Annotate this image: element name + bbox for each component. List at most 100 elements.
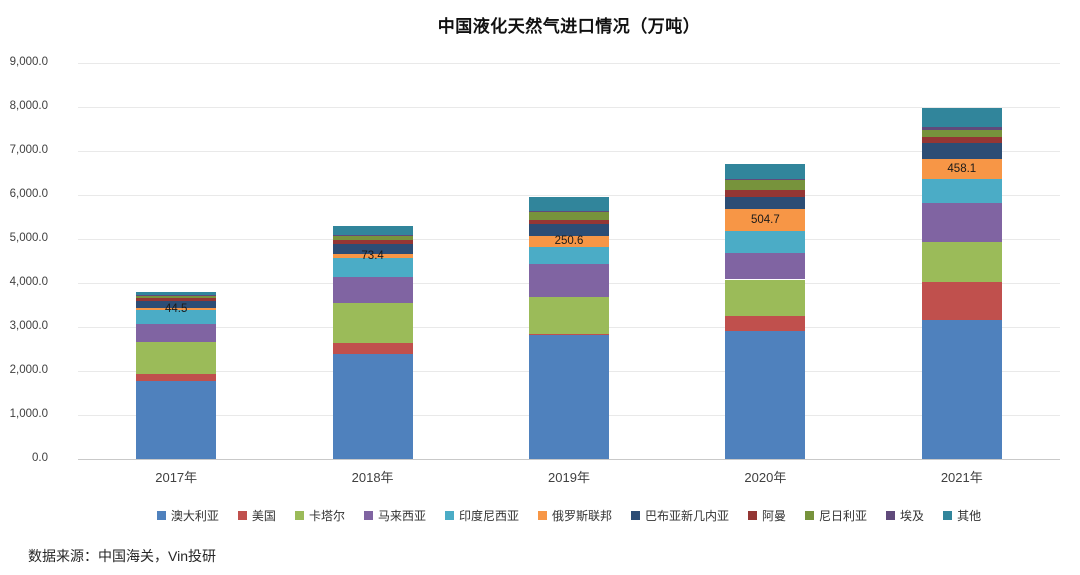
gridline (78, 107, 1060, 108)
bar-segment-印度尼西亚-2021年 (921, 179, 1002, 203)
bar-segment-其他-2020年 (725, 163, 806, 179)
bar-segment-尼日利亚-2018年 (332, 235, 413, 241)
bar-segment-卡塔尔-2020年 (725, 279, 806, 317)
legend-item-印度尼西亚: 印度尼西亚 (444, 507, 519, 524)
bar-segment-阿曼-2018年 (332, 240, 413, 244)
gridline (78, 151, 1060, 152)
x-axis-label-2019年: 2019年 (548, 470, 590, 485)
bar-segment-马来西亚-2021年 (921, 202, 1002, 242)
bar-segment-埃及-2021年 (921, 126, 1002, 131)
bar-segment-印度尼西亚-2020年 (725, 230, 806, 253)
legend-swatch-icon (294, 511, 304, 520)
legend-item-巴布亚新几内亚: 巴布亚新几内亚 (631, 507, 729, 524)
bar-segment-卡塔尔-2019年 (529, 296, 609, 334)
bar-segment-马来西亚-2017年 (136, 323, 217, 343)
bar-segment-俄罗斯联邦-2017年 (136, 308, 217, 311)
gridline (78, 459, 1060, 460)
y-axis-tick-label: 8,000.0 (9, 100, 48, 112)
y-axis-tick-label: 2,000.0 (9, 364, 48, 376)
bar-segment-澳大利亚-2019年 (529, 334, 609, 459)
chart-title: 中国液化天然气进口情况（万吨） (437, 17, 701, 36)
gridline (78, 195, 1060, 196)
legend-label: 美国 (251, 509, 276, 523)
y-axis-tick-label: 4,000.0 (9, 276, 48, 288)
bar-segment-巴布亚新几内亚-2017年 (136, 301, 217, 309)
legend-item-澳大利亚: 澳大利亚 (156, 507, 219, 524)
bar-segment-俄罗斯联邦-2020年 (725, 208, 806, 231)
bar-segment-俄罗斯联邦-2019年 (529, 235, 609, 247)
bar-segment-澳大利亚-2018年 (332, 354, 413, 459)
y-axis-tick-label: 1,000.0 (9, 408, 48, 420)
bar-segment-澳大利亚-2017年 (136, 380, 217, 459)
legend-item-其他: 其他 (943, 507, 981, 524)
y-axis-tick-label: 6,000.0 (9, 188, 48, 200)
bar-segment-其他-2018年 (332, 225, 413, 235)
bar-segment-其他-2021年 (921, 107, 1002, 127)
bar-segment-尼日利亚-2021年 (921, 130, 1002, 137)
y-axis-tick-label: 0.0 (32, 452, 48, 464)
legend-swatch-icon (537, 511, 547, 520)
legend-item-卡塔尔: 卡塔尔 (294, 507, 345, 524)
y-axis-tick-label: 9,000.0 (9, 56, 48, 68)
y-axis-tick-label: 3,000.0 (9, 320, 48, 332)
legend-label: 印度尼西亚 (458, 509, 519, 523)
y-axis-tick-label: 5,000.0 (9, 232, 48, 244)
legend-swatch-icon (156, 511, 166, 520)
bar-segment-卡塔尔-2018年 (332, 302, 413, 344)
bar-segment-其他-2019年 (529, 196, 609, 211)
bar-segment-美国-2020年 (725, 316, 806, 331)
bar-segment-巴布亚新几内亚-2019年 (529, 224, 609, 236)
x-axis-label-2021年: 2021年 (940, 470, 983, 485)
bar-segment-卡塔尔-2021年 (921, 241, 1002, 282)
y-axis-tick-label: 7,000.0 (9, 144, 48, 156)
bar-segment-尼日利亚-2019年 (529, 211, 609, 221)
data-label-俄罗斯联邦-2018年: 73.4 (361, 250, 384, 263)
bar-segment-阿曼-2017年 (136, 298, 217, 302)
bar-segment-澳大利亚-2020年 (725, 330, 806, 459)
x-axis-label-2018年: 2018年 (351, 470, 394, 485)
x-axis-label-2017年: 2017年 (155, 470, 198, 485)
bar-segment-俄罗斯联邦-2018年 (332, 254, 413, 258)
bar-segment-尼日利亚-2020年 (725, 179, 806, 190)
bar-segment-马来西亚-2018年 (332, 276, 413, 303)
bar-segment-美国-2017年 (136, 374, 217, 381)
bar-segment-马来西亚-2020年 (725, 252, 806, 280)
legend-swatch-icon (805, 511, 815, 520)
bar-segment-埃及-2020年 (725, 178, 806, 180)
bar-segment-巴布亚新几内亚-2021年 (921, 142, 1002, 160)
bar-segment-阿曼-2019年 (529, 220, 609, 225)
data-label-俄罗斯联邦-2020年: 504.7 (751, 213, 780, 226)
bar-segment-巴布亚新几内亚-2018年 (332, 243, 413, 255)
legend-label: 巴布亚新几内亚 (645, 509, 730, 523)
bar-segment-印度尼西亚-2017年 (136, 310, 217, 324)
legend-swatch-icon (886, 511, 896, 520)
data-label-俄罗斯联邦-2019年: 250.6 (554, 235, 584, 248)
legend-item-马来西亚: 马来西亚 (363, 507, 426, 524)
legend-swatch-icon (748, 511, 758, 520)
legend-label: 阿曼 (762, 509, 787, 523)
legend: 澳大利亚 美国 卡塔尔 马来西亚 印度尼西亚 俄罗斯联邦 巴布亚新几内亚 阿曼 尼日利亚 埃及 其他 (78, 507, 1060, 524)
bar-segment-马来西亚-2019年 (529, 263, 609, 297)
bar-segment-巴布亚新几内亚-2020年 (725, 196, 806, 209)
legend-swatch-icon (444, 511, 454, 520)
legend-item-阿曼: 阿曼 (748, 507, 786, 524)
bar-segment-印度尼西亚-2018年 (332, 257, 413, 277)
bar-segment-印度尼西亚-2019年 (529, 246, 609, 264)
legend-swatch-icon (363, 511, 373, 520)
data-label-俄罗斯联邦-2021年: 458.1 (947, 163, 977, 176)
legend-item-尼日利亚: 尼日利亚 (805, 507, 867, 524)
legend-label: 澳大利亚 (170, 509, 219, 523)
bar-segment-澳大利亚-2021年 (921, 320, 1002, 459)
legend-label: 卡塔尔 (308, 509, 345, 523)
legend-label: 马来西亚 (377, 509, 426, 523)
legend-item-美国: 美国 (237, 507, 276, 524)
data-label-俄罗斯联邦-2017年: 44.5 (164, 303, 188, 316)
legend-label: 尼日利亚 (819, 509, 868, 523)
bar-segment-其他-2017年 (136, 291, 217, 296)
bar-segment-卡塔尔-2017年 (136, 342, 217, 375)
legend-item-埃及: 埃及 (886, 507, 924, 524)
bar-segment-美国-2021年 (921, 281, 1002, 321)
gridline (78, 63, 1060, 64)
bar-segment-俄罗斯联邦-2021年 (921, 159, 1002, 180)
source-note: 数据来源：中国海关，Vin投研 (28, 548, 216, 564)
